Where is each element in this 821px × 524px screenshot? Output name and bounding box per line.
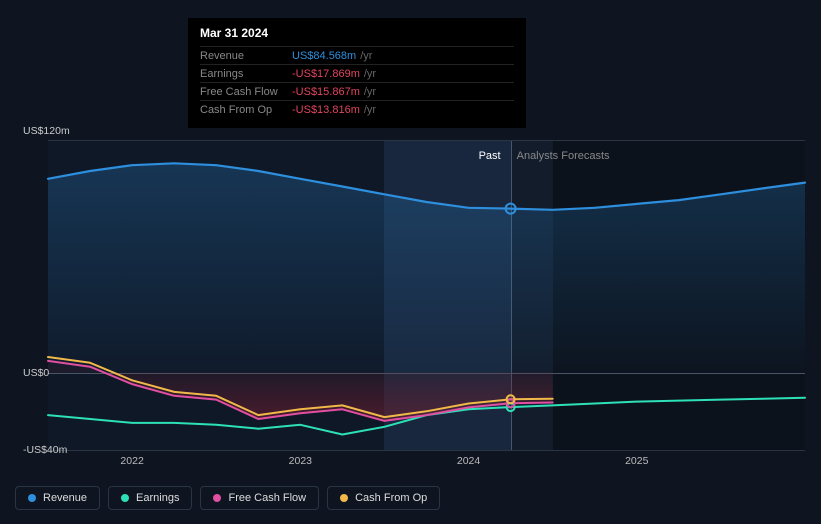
tooltip-metric-suffix: /yr [364,104,376,116]
x-axis-tick: 2023 [289,455,312,467]
tooltip-metric-label: Free Cash Flow [200,86,292,98]
legend-item-cash-from-op[interactable]: Cash From Op [327,486,440,510]
y-axis-tick-top: US$120m [23,125,70,137]
series-svg [48,140,805,450]
tooltip-metric-suffix: /yr [364,68,376,80]
legend-color-dot [213,494,221,502]
legend-label: Revenue [43,492,87,504]
legend-label: Free Cash Flow [228,492,306,504]
tooltip-metric-label: Cash From Op [200,104,292,116]
y-axis-tick-zero: US$0 [23,367,49,379]
tooltip-row: Cash From Op-US$13.816m/yr [200,100,514,118]
tooltip-row: Free Cash Flow-US$15.867m/yr [200,82,514,100]
financials-chart-panel: Mar 31 2024 RevenueUS$84.568m/yrEarnings… [0,0,821,524]
tooltip-metric-value: -US$17.869m [292,68,360,80]
legend: Revenue Earnings Free Cash Flow Cash From O… [15,486,440,510]
x-axis-tick: 2025 [625,455,648,467]
legend-label: Cash From Op [355,492,427,504]
gridline [48,450,805,451]
chart-area[interactable]: Past Analysts Forecasts US$0 [15,140,805,450]
legend-color-dot [340,494,348,502]
x-axis-tick: 2024 [457,455,480,467]
tooltip-date: Mar 31 2024 [200,26,514,40]
legend-item-revenue[interactable]: Revenue [15,486,100,510]
tooltip-metric-value: -US$13.816m [292,104,360,116]
tooltip-metric-suffix: /yr [364,86,376,98]
legend-color-dot [28,494,36,502]
tooltip-metric-suffix: /yr [360,50,372,62]
y-axis-tick-bottom: -US$40m [23,444,67,456]
tooltip-metric-value: US$84.568m [292,50,356,62]
legend-color-dot [121,494,129,502]
plot-area: Past Analysts Forecasts [48,140,805,450]
tooltip-metric-label: Revenue [200,50,292,62]
legend-label: Earnings [136,492,179,504]
hover-tooltip: Mar 31 2024 RevenueUS$84.568m/yrEarnings… [188,18,526,128]
legend-item-earnings[interactable]: Earnings [108,486,192,510]
x-axis-tick: 2022 [120,455,143,467]
tooltip-metric-value: -US$15.867m [292,86,360,98]
tooltip-row: RevenueUS$84.568m/yr [200,46,514,64]
legend-item-free-cash-flow[interactable]: Free Cash Flow [200,486,319,510]
tooltip-row: Earnings-US$17.869m/yr [200,64,514,82]
tooltip-metric-label: Earnings [200,68,292,80]
series-area-revenue [48,163,805,372]
